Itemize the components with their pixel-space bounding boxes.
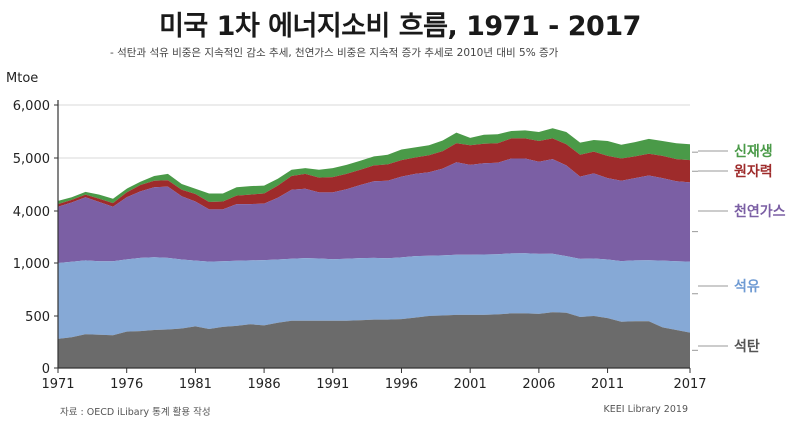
legend-label-oil: 석유 xyxy=(734,279,760,295)
x-tick-label: 1981 xyxy=(179,377,212,392)
legend-label-coal: 석탄 xyxy=(734,338,760,355)
source-note: 자료 : OECD iLibary 통계 활용 작성 xyxy=(60,407,211,418)
x-tick-label: 2011 xyxy=(591,377,624,392)
area-coal xyxy=(58,312,690,368)
y-tick-label: 500 xyxy=(25,310,50,325)
y-tick-label: 1,000 xyxy=(13,257,50,272)
legend: 석탄 석유 천연가스 원자력 신재생 xyxy=(692,144,786,355)
chart-title: 미국 1차 에너지소비 흐름, 1971 - 2017 xyxy=(159,11,641,42)
x-tick-label: 2006 xyxy=(522,377,555,392)
x-tick-label: 2017 xyxy=(673,377,706,392)
legend-label-nuclear: 원자력 xyxy=(734,164,773,180)
area-gas xyxy=(58,158,690,263)
y-axis-unit: Mtoe xyxy=(6,71,38,86)
x-tick-label: 1991 xyxy=(316,377,349,392)
y-tick-label: 6,000 xyxy=(13,99,50,114)
x-tick-label: 1986 xyxy=(248,377,281,392)
area-nuclear xyxy=(58,138,690,210)
axes: Mtoe 0 500 1,000 4,000 5,000 6,000 1971 1976 1981… xyxy=(6,71,707,392)
legend-label-renewable: 신재생 xyxy=(734,144,773,160)
y-tick-label: 0 xyxy=(42,362,50,377)
x-tick-label: 1971 xyxy=(41,377,74,392)
area-renewable xyxy=(58,128,690,205)
x-tick-label: 2001 xyxy=(454,377,487,392)
credit-note: KEEI Library 2019 xyxy=(603,404,688,415)
y-tick-label: 4,000 xyxy=(13,205,50,220)
legend-label-gas: 천연가스 xyxy=(734,204,786,220)
area-series xyxy=(58,128,690,368)
chart-subtitle: - 석탄과 석유 비중은 지속적인 감소 추세, 천연가스 비중은 지속적 증가… xyxy=(110,47,559,59)
x-tick-label: 1996 xyxy=(385,377,418,392)
y-tick-label: 5,000 xyxy=(13,152,50,167)
x-tick-label: 1976 xyxy=(110,377,143,392)
area-oil xyxy=(58,253,690,339)
